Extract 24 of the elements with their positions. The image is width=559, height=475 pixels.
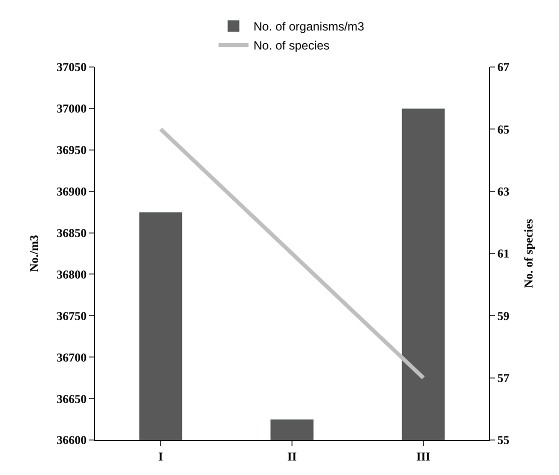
legend-label: No. of species xyxy=(254,38,330,53)
y-tick-label: 37000 xyxy=(56,102,87,116)
y2-tick-label: 59 xyxy=(497,308,510,323)
x-tick-label: II xyxy=(287,449,297,464)
legend-label: No. of organisms/m3 xyxy=(254,20,365,34)
y-tick-label: 36750 xyxy=(56,308,87,323)
y-tick-label: 36950 xyxy=(56,143,87,158)
y2-axis-title: No. of species xyxy=(521,218,536,288)
y-tick-label: 36850 xyxy=(56,226,87,240)
y-axis-title: No./m3 xyxy=(26,235,41,272)
y2-tick-label: 63 xyxy=(497,184,510,199)
y2-tick-label: 55 xyxy=(497,433,510,448)
y2-tick-label: 57 xyxy=(497,371,510,386)
y-tick-label: 36800 xyxy=(56,267,87,282)
y2-tick-label: 67 xyxy=(497,60,510,74)
y2-tick-label: 61 xyxy=(497,246,510,261)
y2-tick-label: 65 xyxy=(497,122,510,136)
y-tick-label: 36650 xyxy=(56,392,87,406)
x-tick-label: III xyxy=(416,449,431,464)
y-tick-label: 36600 xyxy=(56,433,87,448)
x-tick-label: I xyxy=(158,449,164,464)
y-tick-label: 36700 xyxy=(56,350,87,364)
y-tick-label: 36900 xyxy=(56,184,87,199)
y-tick-label: 37050 xyxy=(56,60,87,74)
